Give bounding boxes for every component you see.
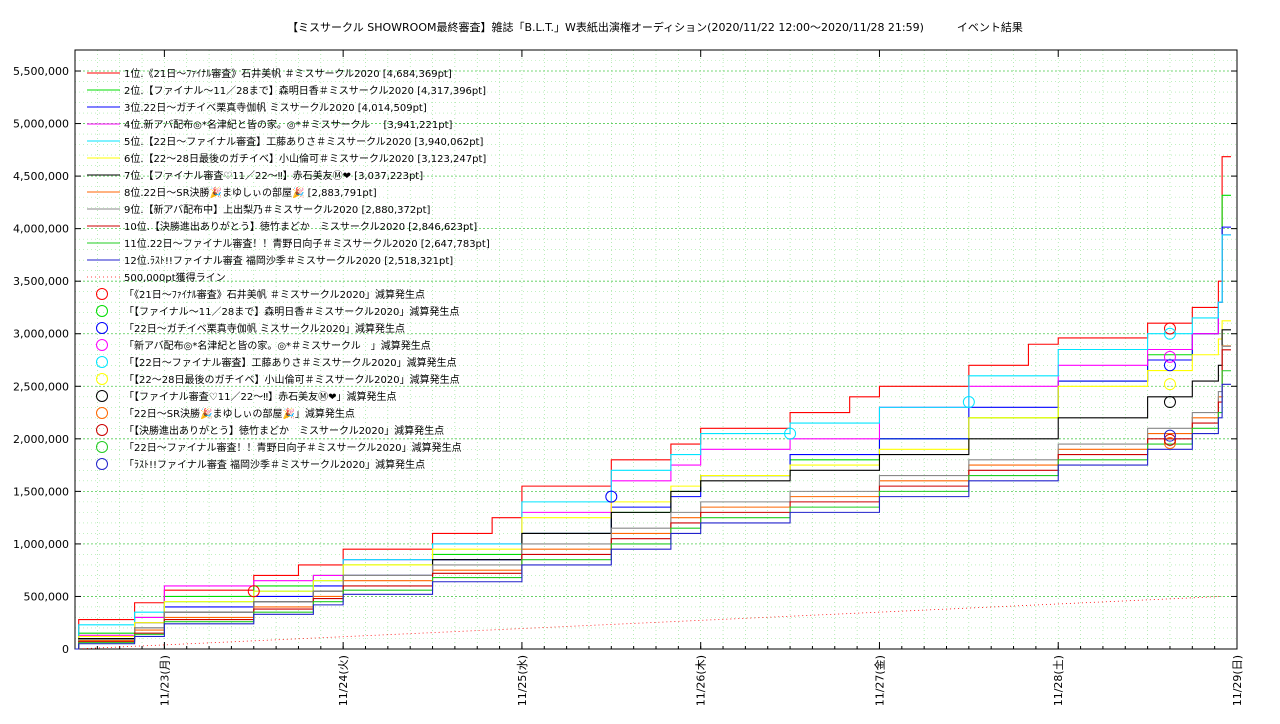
legend-entry-series: 3位.22日〜ガチイベ栗真寺伽帆 ミスサークル2020 [4,014,509pt… — [124, 101, 427, 114]
y-tick-label: 3,500,000 — [13, 275, 69, 288]
legend-entry-series: 9位.【新アバ配布中】上出梨乃＃ミスサークル2020 [2,880,372pt] — [124, 203, 431, 216]
legend-entry-marker: 「ﾗｽﾄ!!ファイナル審査 福岡沙季＃ミスサークル2020」減算発生点 — [124, 458, 425, 471]
subtraction-marker-9 — [1163, 433, 1176, 446]
legend-swatch-marker — [96, 458, 108, 470]
legend-entry-marker: 「《21日〜ﾌｧｲﾅﾙ審査》石井美帆 ＃ミスサークル2020」減算発生点 — [124, 288, 425, 301]
series-line-12 — [75, 383, 1231, 650]
legend-swatch-marker — [96, 390, 108, 402]
legend-swatch-marker — [96, 424, 108, 436]
y-tick-label: 4,000,000 — [13, 223, 69, 236]
y-tick-label: 1,000,000 — [13, 538, 69, 551]
x-tick-label: 11/25(水) — [516, 655, 529, 706]
series-line-6 — [75, 320, 1231, 650]
legend-swatch-marker — [96, 322, 108, 334]
legend-swatch-marker — [96, 305, 108, 317]
legend-entry-marker: 「【22〜28日最後のガチイベ】小山倫可＃ミスサークル2020」減算発生点 — [124, 373, 460, 386]
legend-entry-series: 4位.新アバ配布◎*名津紀と皆の家。◎*＃ミスサークル [3,941,221pt… — [124, 118, 453, 131]
y-tick-label: 3,000,000 — [13, 328, 69, 341]
legend-swatch-marker — [96, 373, 108, 385]
subtraction-marker-5 — [784, 427, 797, 440]
legend-entry-marker: 「新アバ配布◎*名津紀と皆の家。◎*＃ミスサークル 」減算発生点 — [124, 339, 431, 352]
legend-swatch-marker — [96, 441, 108, 453]
subtraction-marker-3 — [1163, 359, 1176, 372]
legend-entry-series: 12位.ﾗｽﾄ!!ファイナル審査 福岡沙季＃ミスサークル2020 [2,518,… — [124, 254, 453, 267]
legend-entry-reference: 500,000pt獲得ライン — [124, 271, 226, 284]
subtraction-marker-6 — [1163, 378, 1176, 391]
legend-entry-marker: 「【決勝進出ありがとう】徳竹まどか ミスサークル2020」減算発生点 — [124, 424, 444, 437]
legend-entry-series: 7位.【ファイナル審査♡11／22〜‼】赤石美友Ⓜ❤ [3,037,223pt] — [124, 169, 423, 182]
legend-entry-series: 5位.【22日〜ファイナル審査】工藤ありさ＃ミスサークル2020 [3,940,… — [124, 135, 483, 148]
legend-entry-marker: 「22日〜ファイナル審査！！青野日向子＃ミスサークル2020」減算発生点 — [124, 441, 462, 454]
legend-entry-marker: 「【ファイナル〜11／28まで】森明日香＃ミスサークル2020」減算発生点 — [124, 305, 459, 318]
series-line-4 — [75, 234, 1231, 650]
subtraction-marker-1 — [1163, 322, 1176, 335]
subtraction-marker-11 — [1163, 429, 1176, 442]
legend-entry-marker: 「22日〜SR決勝🎉まゆしぃの部屋🎉」減算発生点 — [124, 407, 355, 420]
x-tick-label: 11/29(日) — [1231, 655, 1244, 706]
y-tick-label: 2,500,000 — [13, 380, 69, 393]
subtraction-marker-1 — [247, 585, 260, 598]
x-tick-label: 11/23(月) — [158, 655, 171, 706]
legend-swatch-marker — [96, 407, 108, 419]
legend-swatch-marker — [96, 288, 108, 300]
reference-line-layer — [74, 596, 1223, 650]
legend-entry-marker: 「22日〜ガチイベ栗真寺伽帆 ミスサークル2020」減算発生点 — [124, 322, 405, 335]
marker-layer — [247, 322, 1176, 598]
series-line-9 — [75, 345, 1231, 650]
legend-swatch-marker — [96, 339, 108, 351]
x-tick-label: 11/28(土) — [1052, 655, 1065, 706]
y-tick-label: 4,500,000 — [13, 170, 69, 183]
x-tick-label: 11/26(木) — [695, 655, 708, 706]
chart-title: 【ミスサークル SHOWROOM最終審査】雑誌「B.L.T.」W表紙出演権オーデ… — [287, 20, 1023, 34]
reference-line — [74, 596, 1223, 650]
subtraction-marker-8 — [1163, 437, 1176, 450]
subtraction-marker-4 — [1163, 350, 1176, 363]
y-tick-label: 5,000,000 — [13, 118, 69, 131]
legend: 1位.《21日〜ﾌｧｲﾅﾙ審査》石井美帆 ＃ミスサークル2020 [4,684,… — [87, 67, 490, 471]
y-tick-label: 0 — [62, 643, 69, 656]
subtraction-marker-5 — [1163, 327, 1176, 340]
legend-entry-series: 11位.22日〜ファイナル審査！！青野日向子＃ミスサークル2020 [2,647… — [124, 237, 490, 250]
y-tick-label: 2,000,000 — [13, 433, 69, 446]
legend-entry-series: 1位.《21日〜ﾌｧｲﾅﾙ審査》石井美帆 ＃ミスサークル2020 [4,684,… — [124, 67, 452, 80]
subtraction-marker-7 — [1163, 396, 1176, 409]
subtraction-marker-5 — [962, 396, 975, 409]
legend-entry-series: 2位.【ファイナル〜11／28まで】森明日香＃ミスサークル2020 [4,317… — [124, 84, 486, 97]
legend-entry-marker: 「【22日〜ファイナル審査】工藤ありさ＃ミスサークル2020」減算発生点 — [124, 356, 457, 369]
x-tick-label: 11/24(火) — [337, 655, 350, 706]
legend-entry-series: 10位.【決勝進出ありがとう】徳竹まどか ミスサークル2020 [2,846,6… — [124, 220, 477, 233]
y-tick-label: 5,500,000 — [13, 65, 69, 78]
y-tick-label: 1,500,000 — [13, 485, 69, 498]
legend-entry-series: 6位.【22〜28日最後のガチイベ】小山倫可＃ミスサークル2020 [3,123… — [124, 152, 486, 165]
legend-entry-marker: 「【ファイナル審査♡11／22〜‼】赤石美友Ⓜ❤」減算発生点 — [124, 390, 396, 403]
legend-swatch-marker — [96, 356, 108, 368]
subtraction-marker-3 — [605, 490, 618, 503]
y-tick-label: 500,000 — [24, 590, 70, 603]
axis-layer: 0 500,000 1,000,000 1,500,000 2,000,000 2,500… — [13, 49, 1244, 706]
legend-entry-series: 8位.22日〜SR決勝🎉まゆしぃの部屋🎉 [2,883,791pt] — [124, 186, 377, 199]
x-tick-label: 11/27(金) — [872, 655, 886, 706]
